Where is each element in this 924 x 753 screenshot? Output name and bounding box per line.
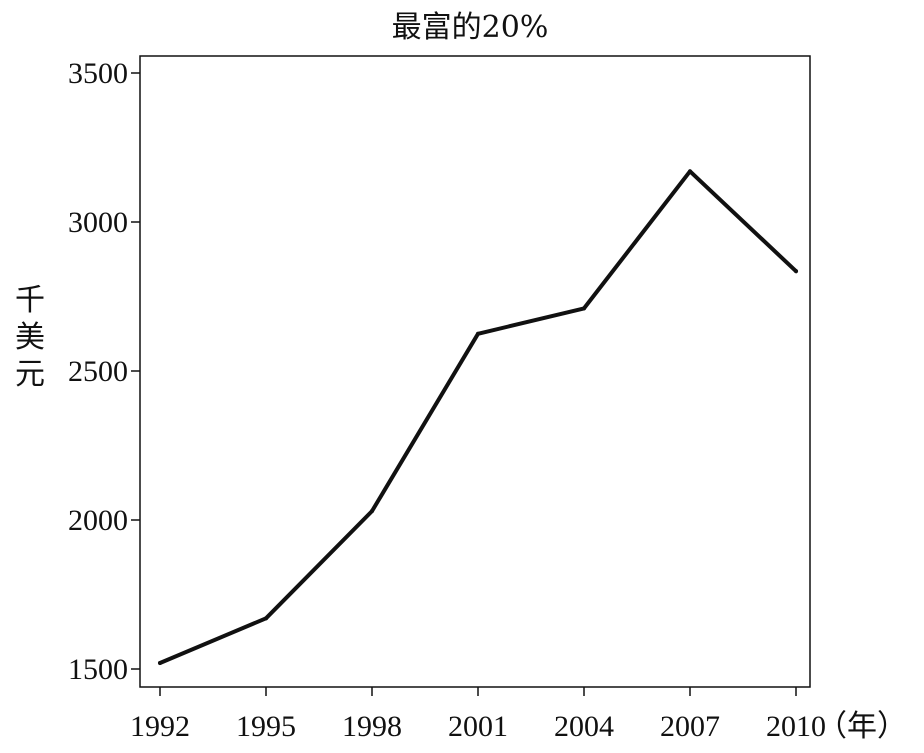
data-point xyxy=(476,331,480,336)
x-tick-label: 2010 xyxy=(766,710,826,743)
axes: 1500 2000 2500 3000 3500 1992 1995 1998 2001 2004… xyxy=(68,55,826,743)
x-tick-label: 2001 xyxy=(448,710,508,743)
y-tick-label: 3500 xyxy=(68,57,128,90)
y-tick-label: 3000 xyxy=(68,206,128,239)
y-tick-label: 1500 xyxy=(68,653,128,686)
x-axis-unit-label: （年） xyxy=(817,710,907,743)
series-line xyxy=(158,169,798,665)
x-tick-label: 2004 xyxy=(554,710,614,743)
plot-frame xyxy=(139,55,811,688)
x-tick-label: 1992 xyxy=(130,710,190,743)
data-point xyxy=(794,269,798,274)
x-tick-label: 2007 xyxy=(660,710,720,743)
chart-title: 最富的20% xyxy=(392,10,549,45)
x-tick-label: 1998 xyxy=(342,710,402,743)
line-layer xyxy=(158,169,798,666)
y-tick-label: 2000 xyxy=(68,504,128,537)
y-axis-label-char: 美 xyxy=(15,320,45,355)
x-tick-label: 1995 xyxy=(236,710,296,743)
data-point xyxy=(264,616,268,621)
y-axis-label: 千美元 xyxy=(15,283,45,392)
y-axis-label-char: 千 xyxy=(15,283,45,318)
y-axis-label-char: 元 xyxy=(15,357,45,392)
data-point xyxy=(370,509,374,514)
data-point xyxy=(582,306,586,311)
data-point xyxy=(158,661,162,666)
data-point xyxy=(688,169,692,174)
y-tick-label: 2500 xyxy=(68,355,128,388)
